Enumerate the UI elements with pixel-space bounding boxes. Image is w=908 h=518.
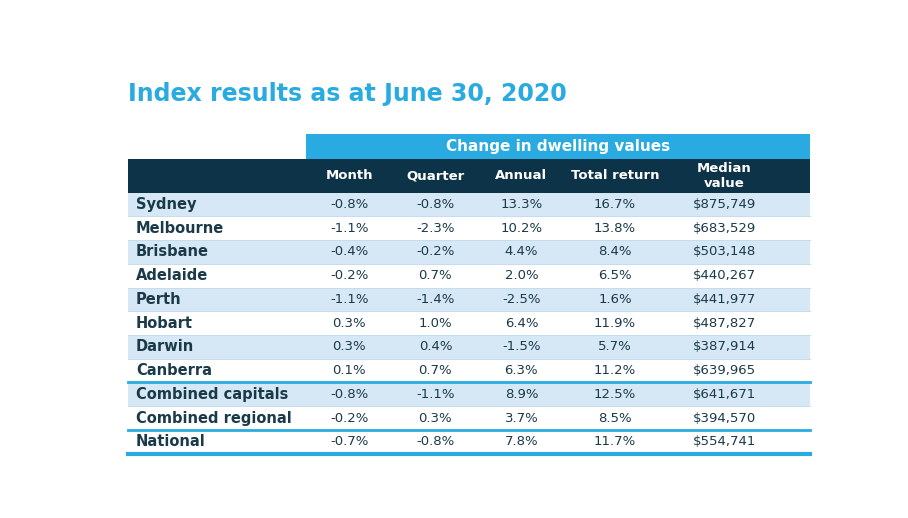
Bar (127, 311, 810, 335)
Text: 12.5%: 12.5% (594, 388, 637, 401)
Text: Darwin: Darwin (136, 339, 194, 354)
Text: Canberra: Canberra (136, 363, 212, 378)
Bar (127, 217, 810, 240)
Text: $487,827: $487,827 (693, 316, 755, 329)
Text: -0.2%: -0.2% (331, 411, 369, 425)
Text: -1.1%: -1.1% (331, 293, 369, 306)
Text: -0.4%: -0.4% (331, 246, 369, 258)
Text: -1.1%: -1.1% (331, 222, 369, 235)
Text: Melbourne: Melbourne (136, 221, 224, 236)
Text: Total return: Total return (571, 169, 659, 182)
Text: 1.6%: 1.6% (598, 293, 632, 306)
Text: 7.8%: 7.8% (505, 435, 538, 448)
Text: -0.2%: -0.2% (416, 246, 455, 258)
Text: $641,671: $641,671 (693, 388, 755, 401)
Text: 0.1%: 0.1% (332, 364, 366, 377)
Text: Index results as at June 30, 2020: Index results as at June 30, 2020 (127, 82, 567, 106)
Text: $387,914: $387,914 (693, 340, 755, 353)
Text: 5.7%: 5.7% (598, 340, 632, 353)
Text: $639,965: $639,965 (693, 364, 755, 377)
Text: $683,529: $683,529 (693, 222, 755, 235)
Text: -0.8%: -0.8% (416, 435, 455, 448)
Text: $503,148: $503,148 (693, 246, 755, 258)
Bar (127, 159, 810, 193)
Text: 11.7%: 11.7% (594, 435, 637, 448)
Text: Median
value: Median value (696, 162, 752, 190)
Bar (306, 134, 810, 159)
Text: 0.7%: 0.7% (419, 269, 452, 282)
Text: 10.2%: 10.2% (500, 222, 542, 235)
Text: Change in dwelling values: Change in dwelling values (446, 139, 670, 154)
Text: 8.5%: 8.5% (598, 411, 632, 425)
Text: Annual: Annual (496, 169, 548, 182)
Text: -0.7%: -0.7% (331, 435, 369, 448)
Text: -1.5%: -1.5% (502, 340, 540, 353)
Bar (127, 406, 810, 430)
Text: 6.5%: 6.5% (598, 269, 632, 282)
Bar (127, 335, 810, 358)
Text: $441,977: $441,977 (693, 293, 755, 306)
Text: 6.4%: 6.4% (505, 316, 538, 329)
Text: 0.3%: 0.3% (332, 340, 366, 353)
Text: -1.4%: -1.4% (416, 293, 455, 306)
Text: $394,570: $394,570 (693, 411, 755, 425)
Text: 1.0%: 1.0% (419, 316, 452, 329)
Text: Quarter: Quarter (406, 169, 465, 182)
Bar (127, 240, 810, 264)
Text: -1.1%: -1.1% (416, 388, 455, 401)
Text: Combined regional: Combined regional (136, 411, 291, 426)
Text: -0.8%: -0.8% (416, 198, 455, 211)
Text: 6.3%: 6.3% (505, 364, 538, 377)
Text: $875,749: $875,749 (693, 198, 755, 211)
Text: 0.4%: 0.4% (419, 340, 452, 353)
Text: Brisbane: Brisbane (136, 244, 209, 260)
Text: 13.3%: 13.3% (500, 198, 543, 211)
Text: 16.7%: 16.7% (594, 198, 636, 211)
Bar (127, 264, 810, 287)
Text: -2.5%: -2.5% (502, 293, 540, 306)
Text: 4.4%: 4.4% (505, 246, 538, 258)
Text: $554,741: $554,741 (693, 435, 755, 448)
Bar (127, 430, 810, 454)
Text: 0.3%: 0.3% (419, 411, 452, 425)
Text: Hobart: Hobart (136, 315, 193, 330)
Text: National: National (136, 434, 206, 449)
Text: -2.3%: -2.3% (416, 222, 455, 235)
Text: $440,267: $440,267 (693, 269, 755, 282)
Text: Sydney: Sydney (136, 197, 196, 212)
Text: 11.9%: 11.9% (594, 316, 636, 329)
Text: -0.8%: -0.8% (331, 198, 369, 211)
Text: 11.2%: 11.2% (594, 364, 637, 377)
Text: 0.3%: 0.3% (332, 316, 366, 329)
Text: -0.8%: -0.8% (331, 388, 369, 401)
Text: Combined capitals: Combined capitals (136, 387, 289, 402)
Text: Adelaide: Adelaide (136, 268, 208, 283)
Text: -0.2%: -0.2% (331, 269, 369, 282)
Bar (127, 193, 810, 217)
Text: 2.0%: 2.0% (505, 269, 538, 282)
Text: Perth: Perth (136, 292, 182, 307)
Text: 13.8%: 13.8% (594, 222, 636, 235)
Bar (127, 382, 810, 406)
Text: 3.7%: 3.7% (505, 411, 538, 425)
Bar (127, 287, 810, 311)
Text: 0.7%: 0.7% (419, 364, 452, 377)
Text: 8.9%: 8.9% (505, 388, 538, 401)
Text: Month: Month (326, 169, 373, 182)
Text: 8.4%: 8.4% (598, 246, 632, 258)
Bar (127, 358, 810, 382)
